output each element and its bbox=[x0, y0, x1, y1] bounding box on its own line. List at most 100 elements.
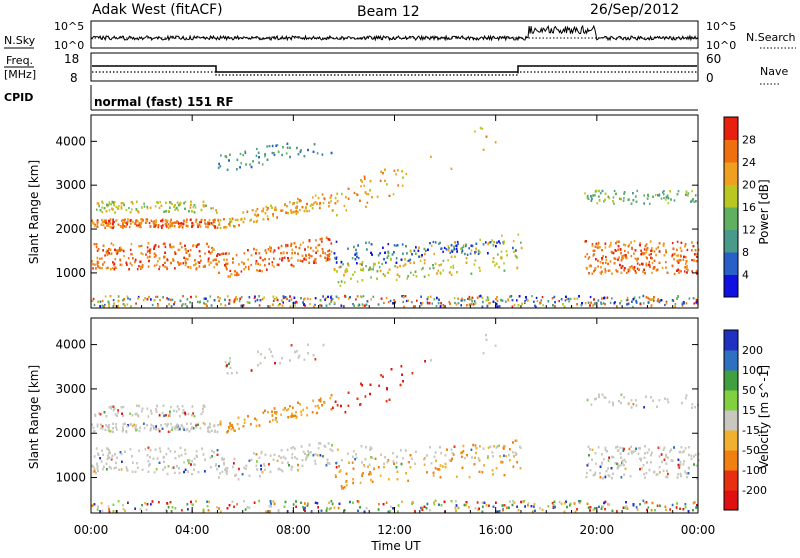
echo-cell bbox=[397, 169, 399, 171]
echo-cell bbox=[594, 194, 596, 196]
echo-cell bbox=[112, 201, 114, 203]
echo-cell bbox=[183, 262, 185, 264]
echo-cell bbox=[204, 253, 206, 255]
echo-cell bbox=[657, 194, 659, 196]
echo-cell bbox=[173, 303, 175, 305]
echo-cell bbox=[278, 247, 280, 249]
echo-cell bbox=[148, 266, 150, 268]
echo-cell bbox=[135, 303, 137, 305]
echo-cell bbox=[105, 295, 107, 297]
echo-cell bbox=[113, 303, 115, 305]
echo-cell bbox=[410, 272, 412, 274]
echo-cell bbox=[97, 226, 99, 228]
echo-cell bbox=[468, 247, 470, 249]
echo-cell bbox=[154, 265, 156, 267]
echo-cell bbox=[619, 264, 621, 266]
echo-cell bbox=[220, 303, 222, 305]
echo-cell bbox=[313, 151, 315, 153]
echo-cell bbox=[112, 223, 114, 225]
echo-cell bbox=[105, 220, 107, 222]
echo-cell bbox=[144, 206, 146, 208]
echo-cell bbox=[449, 303, 451, 305]
echo-cell bbox=[344, 281, 346, 283]
echo-cell bbox=[664, 304, 666, 306]
echo-cell bbox=[686, 191, 688, 193]
echo-cell bbox=[185, 262, 187, 264]
echo-cell bbox=[498, 240, 500, 242]
echo-cell bbox=[253, 248, 255, 250]
echo-cell bbox=[129, 226, 131, 228]
echo-cell bbox=[176, 222, 178, 224]
echo-cell bbox=[665, 261, 667, 263]
echo-cell bbox=[357, 281, 359, 283]
echo-cell bbox=[153, 248, 155, 250]
echo-cell bbox=[472, 245, 474, 247]
echo-cell bbox=[193, 244, 195, 246]
echo-cell bbox=[611, 297, 613, 299]
nsearch-label: N.Search bbox=[746, 31, 796, 44]
echo-cell bbox=[635, 272, 637, 274]
echo-cell bbox=[386, 297, 388, 299]
echo-cell bbox=[159, 207, 161, 209]
echo-cell bbox=[564, 306, 566, 308]
echo-cell bbox=[313, 262, 315, 264]
echo-cell bbox=[429, 267, 431, 269]
echo-cell bbox=[110, 222, 112, 224]
echo-cell bbox=[263, 218, 265, 220]
echo-cell bbox=[217, 296, 219, 298]
echo-cell bbox=[170, 299, 172, 301]
echo-cell bbox=[696, 301, 698, 303]
echo-cell bbox=[278, 151, 280, 153]
echo-cell bbox=[186, 305, 188, 307]
echo-cell bbox=[256, 260, 258, 262]
echo-cell bbox=[329, 250, 331, 252]
echo-cell bbox=[686, 302, 688, 304]
echo-cell bbox=[102, 211, 104, 213]
echo-cell bbox=[210, 207, 212, 209]
echo-cell bbox=[416, 300, 418, 302]
echo-cell bbox=[136, 224, 138, 226]
echo-cell bbox=[248, 266, 250, 268]
echo-cell bbox=[653, 296, 655, 298]
echo-cell bbox=[155, 254, 157, 256]
echo-cell bbox=[236, 274, 238, 276]
echo-cell bbox=[636, 201, 638, 203]
echo-cell bbox=[416, 275, 418, 277]
echo-cell bbox=[504, 270, 506, 272]
echo-cell bbox=[406, 252, 408, 254]
echo-cell bbox=[625, 254, 627, 256]
echo-cell bbox=[243, 268, 245, 270]
echo-cell bbox=[606, 259, 608, 261]
echo-cell bbox=[600, 266, 602, 268]
echo-cell bbox=[193, 206, 195, 208]
echo-cell bbox=[613, 252, 615, 254]
echo-cell bbox=[312, 207, 314, 209]
echo-cell bbox=[182, 295, 184, 297]
echo-cell bbox=[108, 248, 110, 250]
echo-cell bbox=[212, 207, 214, 209]
echo-cell bbox=[294, 252, 296, 254]
echo-cell bbox=[234, 270, 236, 272]
echo-cell bbox=[252, 160, 254, 162]
echo-cell bbox=[181, 246, 183, 248]
echo-cell bbox=[595, 267, 597, 269]
echo-cell bbox=[470, 303, 472, 305]
echo-cell bbox=[121, 202, 123, 204]
echo-cell bbox=[602, 190, 604, 192]
echo-cell bbox=[196, 246, 198, 248]
echo-cell bbox=[680, 255, 682, 257]
echo-cell bbox=[388, 301, 390, 303]
echo-cell bbox=[276, 297, 278, 299]
echo-cell bbox=[650, 253, 652, 255]
echo-cell bbox=[183, 223, 185, 225]
echo-cell bbox=[181, 305, 183, 307]
echo-cell bbox=[627, 251, 629, 253]
echo-cell bbox=[114, 268, 116, 270]
echo-cell bbox=[98, 205, 100, 207]
echo-cell bbox=[141, 252, 143, 254]
nsearch-tick-top: 10^5 bbox=[706, 20, 736, 33]
echo-cell bbox=[646, 251, 648, 253]
echo-cell bbox=[304, 155, 306, 157]
echo-cell bbox=[607, 263, 609, 265]
echo-cell bbox=[307, 246, 309, 248]
